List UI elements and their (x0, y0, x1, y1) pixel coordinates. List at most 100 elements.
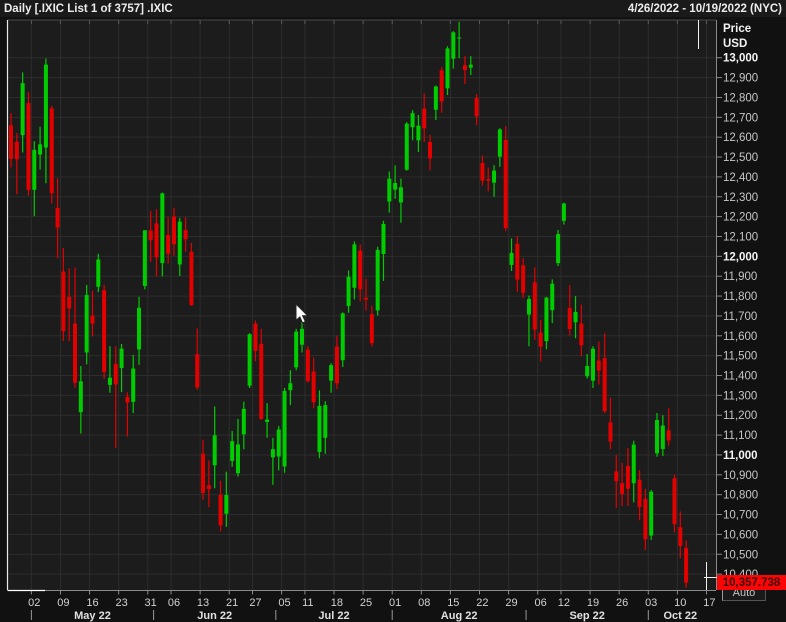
price-tick-label: 11,300 (723, 390, 757, 402)
price-tick-label: 11,500 (723, 351, 757, 363)
candle-body (416, 125, 421, 141)
price-tick-label: 10,500 (723, 549, 758, 561)
candle-body (439, 70, 444, 102)
chart-title-bar: Daily [.IXIC List 1 of 3757] .IXIC 4/26/… (0, 0, 786, 17)
candle-body (171, 216, 176, 245)
candle-body (125, 396, 130, 403)
candle-body (323, 405, 328, 438)
candle-body (329, 365, 334, 381)
candle-body (375, 249, 380, 311)
candle-body (521, 265, 526, 293)
candle-body (643, 498, 648, 540)
candle-body (247, 334, 252, 386)
candle-body (596, 360, 601, 371)
candle-body (131, 368, 136, 402)
candle-body (369, 314, 374, 344)
candle-body (579, 323, 584, 346)
month-label: Oct 22 (663, 610, 697, 622)
price-axis: 13,000 12,900 12,800 12,700 12,600 12,500 12,4… (717, 53, 758, 581)
candle-body (230, 441, 235, 461)
candle-body (492, 170, 497, 183)
candle-body (532, 282, 537, 330)
candle-body (26, 103, 31, 190)
price-tick-label: 12,400 (723, 172, 758, 184)
candle-body (218, 494, 223, 526)
candle-body (398, 187, 403, 203)
date-tick-label: 08 (418, 597, 430, 609)
price-tick-label: 12,100 (723, 231, 758, 243)
candlesticks (9, 21, 689, 588)
candle-body (61, 271, 66, 332)
date-tick-label: 22 (476, 597, 488, 609)
price-tick-label: 11,700 (723, 311, 757, 323)
candle-body (113, 363, 118, 385)
candle-body (428, 141, 433, 159)
candle-body (119, 348, 124, 368)
month-label: Aug 22 (441, 610, 478, 622)
candle-body (503, 139, 508, 229)
price-tick-label: 12,300 (723, 192, 758, 204)
candle-body (270, 449, 275, 458)
candle-body (195, 354, 200, 388)
candle-body (235, 444, 240, 474)
date-tick-label: 03 (645, 597, 657, 609)
candle-body (189, 251, 194, 306)
candle-body (561, 203, 566, 221)
candle-body (224, 495, 229, 514)
candle-body (102, 290, 107, 372)
candle-body (678, 527, 683, 546)
candle-body (381, 223, 386, 254)
date-tick-label: 11 (302, 597, 313, 609)
plot-area (8, 20, 716, 590)
candle-body (78, 381, 83, 413)
price-tick-label: 12,800 (723, 92, 758, 104)
candle-body (538, 332, 543, 347)
candle-body (404, 123, 409, 170)
candle-body (515, 243, 520, 280)
chart-date-range: 4/26/2022 - 10/19/2022 (NYC) (627, 2, 782, 15)
horizontal-gridlines (8, 57, 716, 575)
candle-body (294, 331, 299, 368)
candle-body (684, 547, 689, 583)
candle-body (509, 252, 514, 265)
candle-body (148, 230, 153, 241)
candle-body (288, 383, 293, 391)
candle-body (573, 311, 578, 323)
date-tick-label: 21 (226, 597, 238, 609)
candle-body (649, 491, 654, 536)
price-tick-label: 10,800 (723, 490, 758, 502)
candle-body (526, 299, 531, 315)
candle-body (637, 479, 642, 507)
candle-body (655, 419, 660, 454)
date-tick-label: 02 (28, 597, 40, 609)
date-tick-label: 23 (115, 597, 127, 609)
date-tick-label: 13 (197, 597, 209, 609)
price-tick-label: 10,900 (723, 470, 758, 482)
candle-body (445, 48, 450, 89)
date-tick-label: 09 (57, 597, 69, 609)
candle-body (107, 377, 112, 385)
candle-body (177, 221, 182, 265)
date-tick-label: 27 (249, 597, 261, 609)
date-tick-label: 06 (534, 597, 546, 609)
candle-body (591, 348, 595, 381)
candle-body (9, 125, 13, 160)
candle-body (666, 430, 671, 441)
candle-body (433, 86, 438, 110)
price-axis-title-usd: USD (723, 38, 748, 50)
date-tick-label: 15 (447, 597, 459, 609)
candle-body (183, 230, 188, 240)
price-tick-label: 11,800 (723, 291, 757, 303)
date-tick-label: 19 (587, 597, 599, 609)
candle-body (38, 144, 43, 155)
candle-body (265, 419, 270, 422)
price-axis-title-price: Price (723, 23, 752, 35)
chart-title: Daily [.IXIC List 1 of 3757] .IXIC (4, 2, 173, 15)
date-tick-label: 31 (145, 597, 157, 609)
date-tick-label: 05 (278, 597, 290, 609)
price-tick-label: 11,400 (723, 371, 757, 383)
candle-body (660, 425, 665, 449)
price-tick-label: 11,900 (723, 271, 757, 283)
